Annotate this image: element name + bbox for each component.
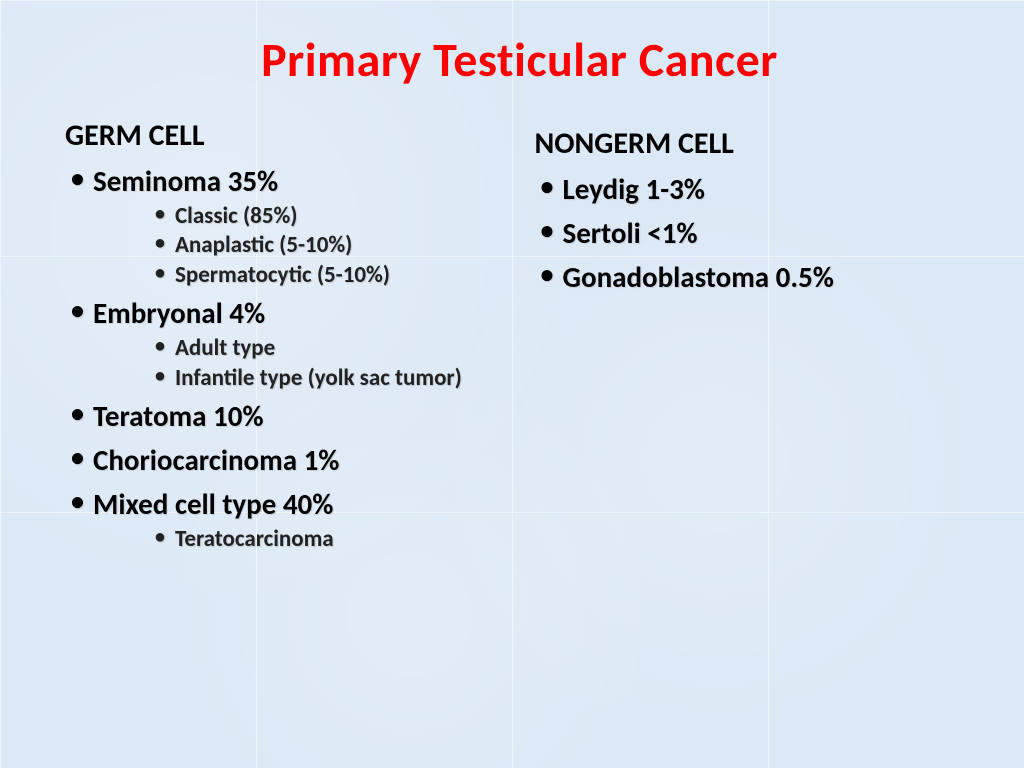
left-column: GERM CELL Seminoma 35% Classic (85%) Ana… [65, 117, 505, 557]
item-label: Teratoma 10% [93, 398, 264, 434]
right-column: NONGERM CELL Leydig 1-3% Sertoli <1% Gon… [535, 117, 975, 557]
slide-container: Primary Testicular Cancer GERM CELL Semi… [0, 0, 1024, 768]
item-label: Gonadoblastoma 0.5% [563, 259, 834, 295]
item-label: Sertoli <1% [563, 215, 698, 251]
sub-list: Adult type Infantile type (yolk sac tumo… [93, 334, 505, 393]
list-item: Choriocarcinoma 1% [65, 439, 505, 481]
right-heading: NONGERM CELL [535, 125, 975, 162]
content-columns: GERM CELL Seminoma 35% Classic (85%) Ana… [65, 117, 974, 557]
item-label: Choriocarcinoma 1% [93, 442, 339, 478]
right-list: Leydig 1-3% Sertoli <1% Gonadoblastoma 0… [535, 168, 975, 298]
sub-list: Teratocarcinoma [93, 525, 505, 554]
sub-list: Classic (85%) Anaplastic (5-10%) Spermat… [93, 202, 505, 290]
list-item: Sertoli <1% [535, 212, 975, 254]
list-item: Gonadoblastoma 0.5% [535, 256, 975, 298]
sub-item: Adult type [153, 334, 505, 363]
item-label: Leydig 1-3% [563, 171, 705, 207]
sub-item: Anaplastic (5-10%) [153, 231, 505, 260]
item-label: Mixed cell type 40% [93, 486, 333, 522]
sub-item: Infantile type (yolk sac tumor) [153, 364, 505, 393]
sub-item: Classic (85%) [153, 202, 505, 231]
left-heading: GERM CELL [65, 117, 505, 154]
list-item: Mixed cell type 40% Teratocarcinoma [65, 483, 505, 554]
list-item: Teratoma 10% [65, 395, 505, 437]
item-label: Seminoma 35% [93, 163, 278, 199]
sub-item: Teratocarcinoma [153, 525, 505, 554]
item-label: Embryonal 4% [93, 295, 265, 331]
list-item: Leydig 1-3% [535, 168, 975, 210]
list-item: Embryonal 4% Adult type Infantile type (… [65, 292, 505, 393]
slide-title: Primary Testicular Cancer [65, 30, 974, 89]
sub-item: Spermatocytic (5-10%) [153, 261, 505, 290]
left-list: Seminoma 35% Classic (85%) Anaplastic (5… [65, 160, 505, 555]
list-item: Seminoma 35% Classic (85%) Anaplastic (5… [65, 160, 505, 290]
